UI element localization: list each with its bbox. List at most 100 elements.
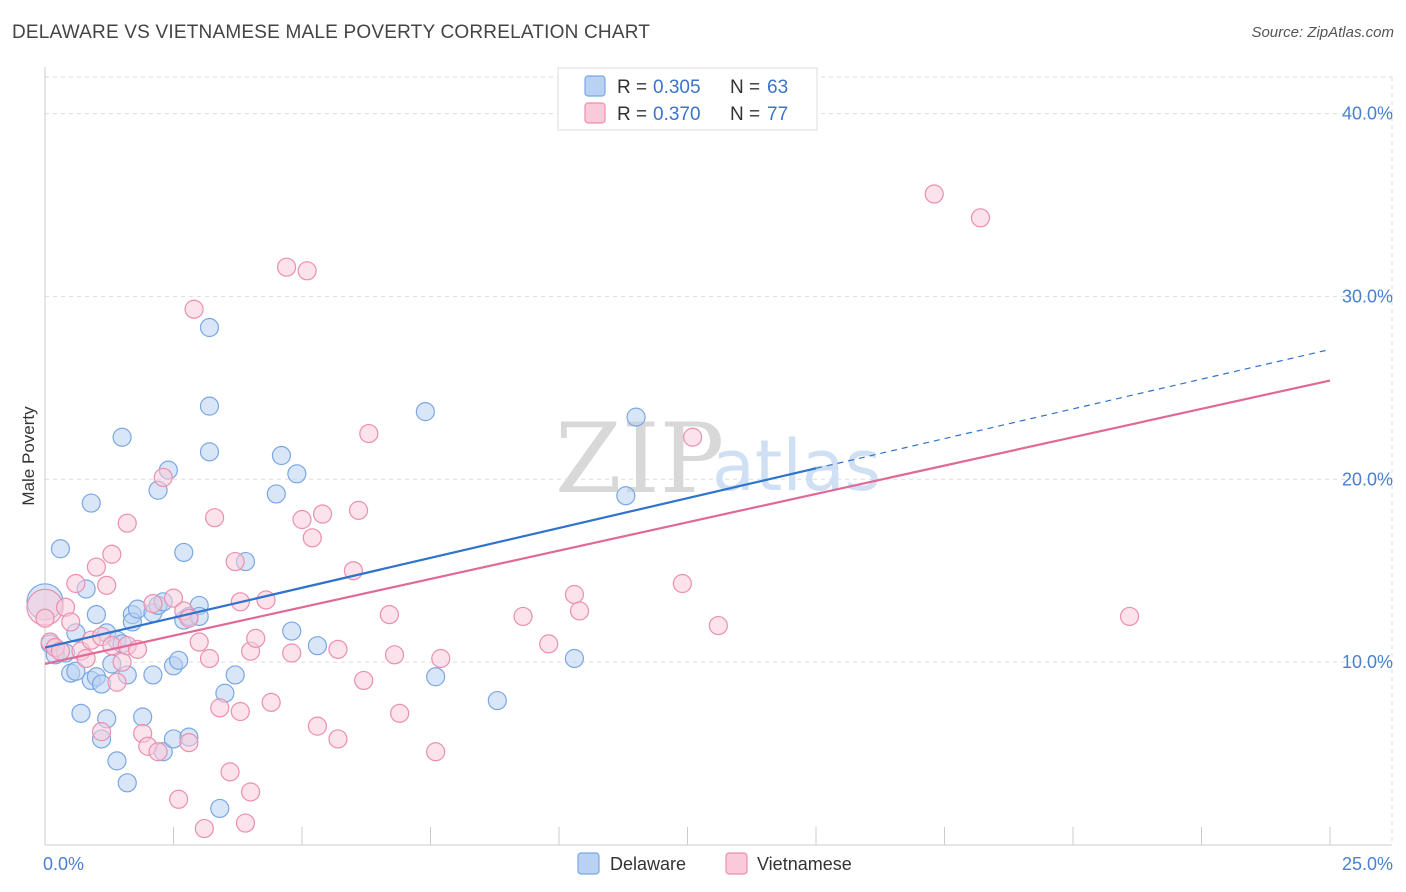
vietnamese-point bbox=[539, 634, 559, 654]
delaware-point bbox=[282, 621, 302, 641]
vietnamese-point bbox=[384, 645, 405, 665]
delaware-point bbox=[143, 665, 163, 685]
delaware-point bbox=[199, 442, 220, 462]
vietnamese-point bbox=[86, 557, 107, 577]
vietnamese-point bbox=[241, 782, 261, 802]
vietnamese-point bbox=[225, 551, 245, 572]
axis-layer: 10.0% 20.0% 30.0% 40.0% 0.0% 25.0% bbox=[43, 67, 1393, 874]
legend-r-value-delaware: 0.305 bbox=[653, 77, 701, 98]
vietnamese-point bbox=[354, 670, 374, 691]
vietnamese-point bbox=[683, 427, 703, 447]
delaware-point bbox=[616, 486, 636, 506]
vietnamese-point bbox=[220, 762, 240, 782]
y-tick-label-3: 40.0% bbox=[1342, 104, 1393, 124]
vietnamese-point bbox=[61, 612, 81, 632]
y-axis-label: Male Poverty bbox=[19, 406, 38, 506]
vietnamese-point bbox=[970, 208, 991, 228]
delaware-point bbox=[71, 703, 91, 723]
vietnamese-point bbox=[35, 608, 55, 628]
x-tick-label-0: 0.0% bbox=[43, 854, 84, 874]
vietnamese-point bbox=[297, 261, 317, 281]
delaware-point bbox=[426, 667, 446, 687]
vietnamese-point bbox=[348, 500, 369, 520]
vietnamese-point bbox=[924, 184, 944, 204]
vietnamese-point bbox=[210, 698, 230, 718]
vietnamese-point bbox=[302, 528, 322, 548]
delaware-point bbox=[266, 484, 286, 504]
vietnamese-point bbox=[282, 643, 302, 663]
delaware-point bbox=[415, 402, 435, 422]
delaware-point bbox=[199, 396, 220, 416]
delaware-point bbox=[174, 542, 194, 563]
legend-n-value-delaware: 63 bbox=[767, 77, 788, 98]
legend-r-value-vietnamese: 0.370 bbox=[653, 104, 701, 125]
delaware-trend-extension bbox=[815, 348, 1331, 469]
vietnamese-point bbox=[1119, 606, 1140, 627]
vietnamese-point bbox=[307, 716, 328, 736]
trend-lines bbox=[44, 348, 1331, 666]
vietnamese-point bbox=[76, 648, 96, 669]
delaware-trend-line bbox=[44, 467, 817, 649]
delaware-point bbox=[271, 445, 292, 466]
vietnamese-point bbox=[91, 722, 112, 742]
vietnamese-point bbox=[261, 692, 281, 712]
vietnamese-point bbox=[143, 594, 163, 614]
vietnamese-point bbox=[205, 508, 225, 528]
chart-source: Source: ZipAtlas.com bbox=[1251, 24, 1394, 41]
delaware-point bbox=[225, 665, 245, 685]
vietnamese-point bbox=[230, 701, 250, 722]
vietnamese-point bbox=[569, 601, 590, 621]
chart-title: DELAWARE VS VIETNAMESE MALE POVERTY CORR… bbox=[12, 22, 651, 43]
legend-r-label-vietnamese: R = bbox=[617, 104, 647, 125]
vietnamese-points bbox=[26, 184, 1140, 839]
bottom-legend-swatch-vietnamese bbox=[725, 852, 748, 875]
delaware-point bbox=[626, 407, 646, 427]
vietnamese-point bbox=[246, 628, 266, 648]
vietnamese-point bbox=[184, 299, 204, 319]
legend-swatch-delaware bbox=[584, 75, 606, 97]
vietnamese-point bbox=[292, 509, 312, 530]
delaware-point bbox=[112, 427, 132, 447]
bottom-legend-label-delaware: Delaware bbox=[610, 854, 686, 874]
legend-n-label-delaware: N = bbox=[730, 77, 760, 98]
legend-swatch-vietnamese bbox=[584, 102, 606, 124]
delaware-point bbox=[199, 317, 220, 338]
grid-layer bbox=[45, 76, 1393, 845]
vietnamese-point bbox=[328, 729, 348, 749]
vietnamese-point bbox=[153, 467, 173, 488]
bottom-legend-label-vietnamese: Vietnamese bbox=[757, 854, 852, 874]
vietnamese-point bbox=[431, 648, 451, 669]
y-tick-label-1: 20.0% bbox=[1342, 469, 1393, 489]
vietnamese-point bbox=[564, 584, 585, 605]
vietnamese-point bbox=[199, 648, 220, 669]
vietnamese-point bbox=[112, 652, 132, 672]
vietnamese-point bbox=[708, 615, 728, 636]
vietnamese-point bbox=[169, 789, 189, 809]
legend-n-label-vietnamese: N = bbox=[730, 104, 760, 125]
vietnamese-point bbox=[312, 504, 333, 524]
bottom-legend-swatch-delaware bbox=[577, 852, 600, 875]
vietnamese-point bbox=[102, 544, 122, 564]
delaware-point bbox=[66, 661, 86, 681]
vietnamese-point bbox=[148, 742, 168, 762]
vietnamese-point bbox=[163, 588, 184, 608]
vietnamese-point bbox=[235, 813, 256, 833]
vietnamese-point bbox=[194, 818, 214, 839]
vietnamese-point bbox=[379, 604, 399, 625]
y-tick-label-0: 10.0% bbox=[1342, 652, 1393, 672]
delaware-point bbox=[307, 636, 328, 656]
y-tick-label-2: 30.0% bbox=[1342, 286, 1393, 306]
vietnamese-point bbox=[107, 672, 127, 692]
vietnamese-point bbox=[276, 257, 297, 277]
delaware-point bbox=[487, 690, 507, 711]
vietnamese-point bbox=[426, 742, 446, 762]
delaware-point bbox=[117, 773, 137, 793]
delaware-point bbox=[133, 707, 153, 727]
delaware-point bbox=[210, 798, 230, 819]
vietnamese-point bbox=[672, 573, 692, 594]
bottom-legend: Delaware Vietnamese bbox=[577, 852, 852, 875]
watermark-atlas: atlas bbox=[712, 425, 881, 507]
legend-box: R = 0.305 N = 63 R = 0.370 N = 77 bbox=[557, 67, 818, 131]
delaware-point bbox=[564, 648, 585, 669]
